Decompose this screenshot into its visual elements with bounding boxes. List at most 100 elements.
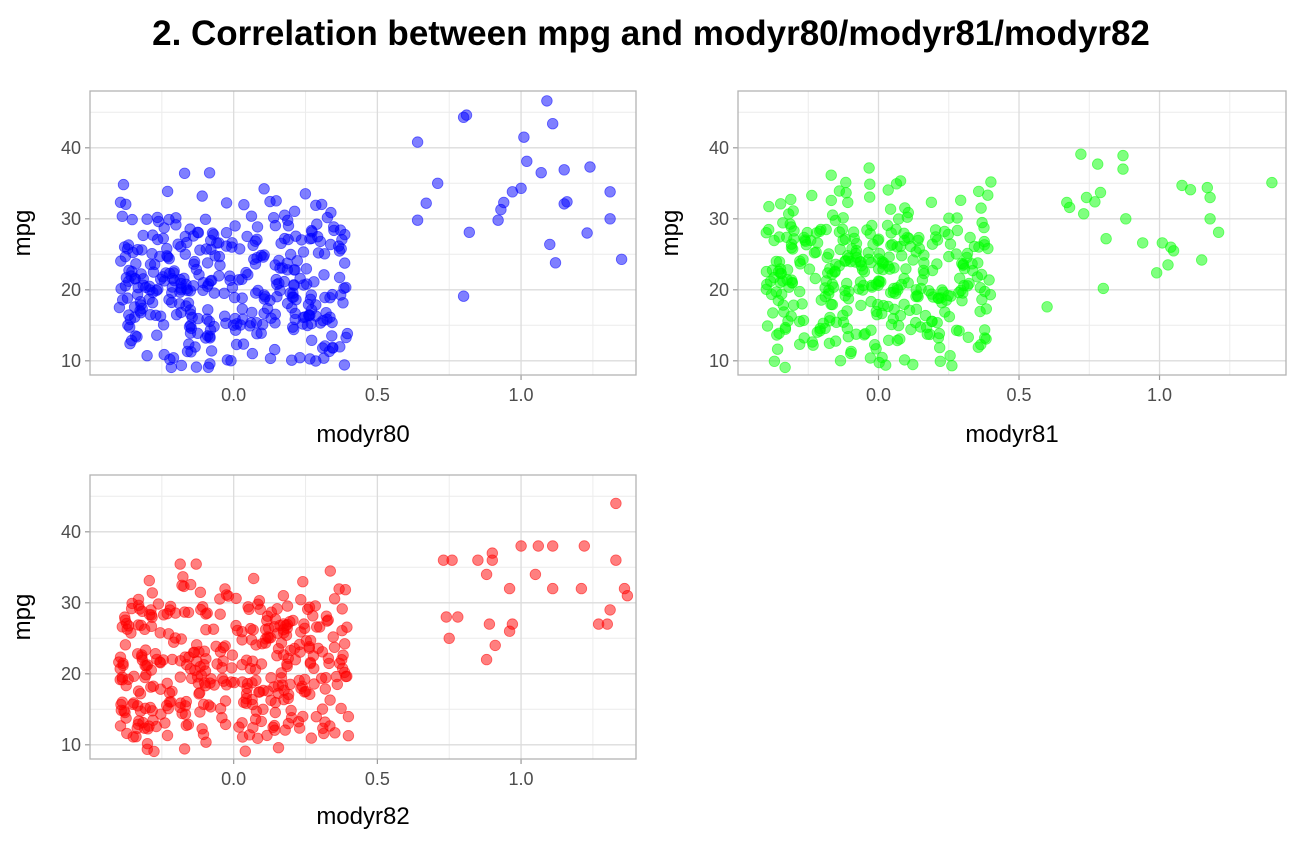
data-point — [203, 167, 216, 179]
scatter-panel-modyr81: 10 20 30 40 0.0 0.5 1.0 modyr81 mpg — [657, 90, 1287, 448]
data-point — [243, 729, 256, 741]
data-point — [950, 324, 963, 337]
data-point — [840, 187, 852, 199]
data-point — [144, 258, 157, 271]
data-point — [532, 540, 545, 552]
data-point — [174, 558, 186, 570]
data-point — [249, 713, 262, 725]
data-point — [1117, 149, 1129, 162]
data-point — [1100, 232, 1112, 245]
data-point — [803, 263, 816, 275]
data-point — [771, 343, 784, 355]
data-point — [825, 298, 837, 311]
data-point — [220, 197, 233, 209]
y-axis-title: mpg — [657, 210, 684, 257]
data-point — [225, 662, 238, 674]
x-tick-label: 0.5 — [365, 385, 390, 405]
data-point — [610, 497, 622, 510]
data-point — [432, 177, 444, 190]
data-point — [955, 194, 967, 207]
data-point — [132, 685, 145, 697]
data-point — [864, 178, 876, 190]
data-point — [773, 231, 786, 243]
data-point — [117, 657, 129, 670]
data-point — [827, 281, 840, 293]
data-point — [292, 716, 305, 728]
data-point — [306, 232, 318, 245]
x-axis-title: modyr81 — [965, 421, 1058, 448]
data-point — [164, 600, 177, 613]
y-tick-label: 20 — [61, 280, 81, 300]
data-point — [767, 307, 779, 319]
data-point — [327, 631, 339, 643]
data-point — [220, 317, 232, 330]
data-point — [335, 702, 347, 715]
data-point — [161, 729, 174, 742]
data-point — [973, 185, 985, 198]
data-point — [269, 343, 281, 356]
data-point — [238, 198, 250, 211]
data-point — [193, 269, 205, 281]
data-point — [194, 661, 206, 673]
data-point — [547, 540, 559, 552]
y-tick-label: 30 — [61, 593, 81, 613]
data-point — [604, 186, 616, 198]
data-point — [480, 653, 493, 666]
data-point — [463, 226, 476, 239]
data-point — [265, 672, 277, 684]
data-point — [547, 582, 559, 595]
data-point — [265, 312, 277, 324]
data-point — [308, 678, 320, 690]
data-point — [980, 333, 992, 345]
data-point — [151, 329, 163, 341]
data-point — [885, 227, 897, 239]
data-point — [900, 263, 912, 275]
data-point — [236, 717, 248, 729]
data-point — [131, 243, 144, 256]
data-point — [220, 226, 233, 239]
x-tick-label: 0.5 — [365, 769, 390, 789]
data-point — [498, 196, 510, 209]
data-point — [930, 231, 942, 243]
data-point — [180, 719, 193, 732]
data-point — [829, 214, 842, 227]
data-point — [809, 272, 822, 285]
data-point — [892, 319, 905, 332]
data-point — [934, 355, 947, 368]
y-tick-label: 10 — [709, 351, 729, 371]
data-point — [898, 272, 910, 285]
data-point — [257, 703, 269, 716]
x-tick-label: 1.0 — [509, 769, 534, 789]
data-point — [201, 313, 213, 325]
data-point — [840, 255, 852, 267]
data-point — [119, 614, 131, 626]
data-point — [259, 291, 271, 303]
data-point — [247, 572, 260, 585]
data-point — [443, 632, 455, 645]
data-point — [182, 297, 195, 309]
data-point — [176, 707, 188, 720]
data-point — [841, 277, 853, 290]
data-point — [943, 311, 956, 323]
data-point — [126, 213, 138, 226]
data-point — [131, 648, 144, 660]
data-point — [214, 608, 226, 620]
data-point — [842, 196, 854, 209]
data-point — [305, 732, 318, 744]
data-point — [282, 214, 294, 227]
data-point — [205, 345, 218, 357]
data-point — [318, 248, 331, 260]
data-point — [549, 257, 562, 269]
data-point — [226, 649, 239, 661]
data-point — [295, 594, 307, 606]
data-point — [299, 622, 311, 635]
data-point — [315, 672, 328, 685]
data-point — [306, 334, 318, 347]
data-point — [506, 618, 519, 630]
data-point — [621, 590, 634, 602]
data-point — [286, 291, 299, 303]
data-point — [333, 271, 346, 284]
data-point — [541, 95, 553, 107]
data-point — [229, 220, 241, 232]
data-point — [290, 230, 302, 242]
